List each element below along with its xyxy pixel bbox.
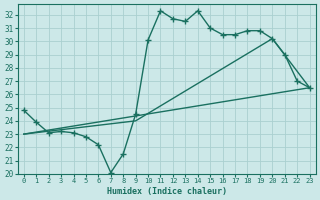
X-axis label: Humidex (Indice chaleur): Humidex (Indice chaleur): [107, 187, 227, 196]
